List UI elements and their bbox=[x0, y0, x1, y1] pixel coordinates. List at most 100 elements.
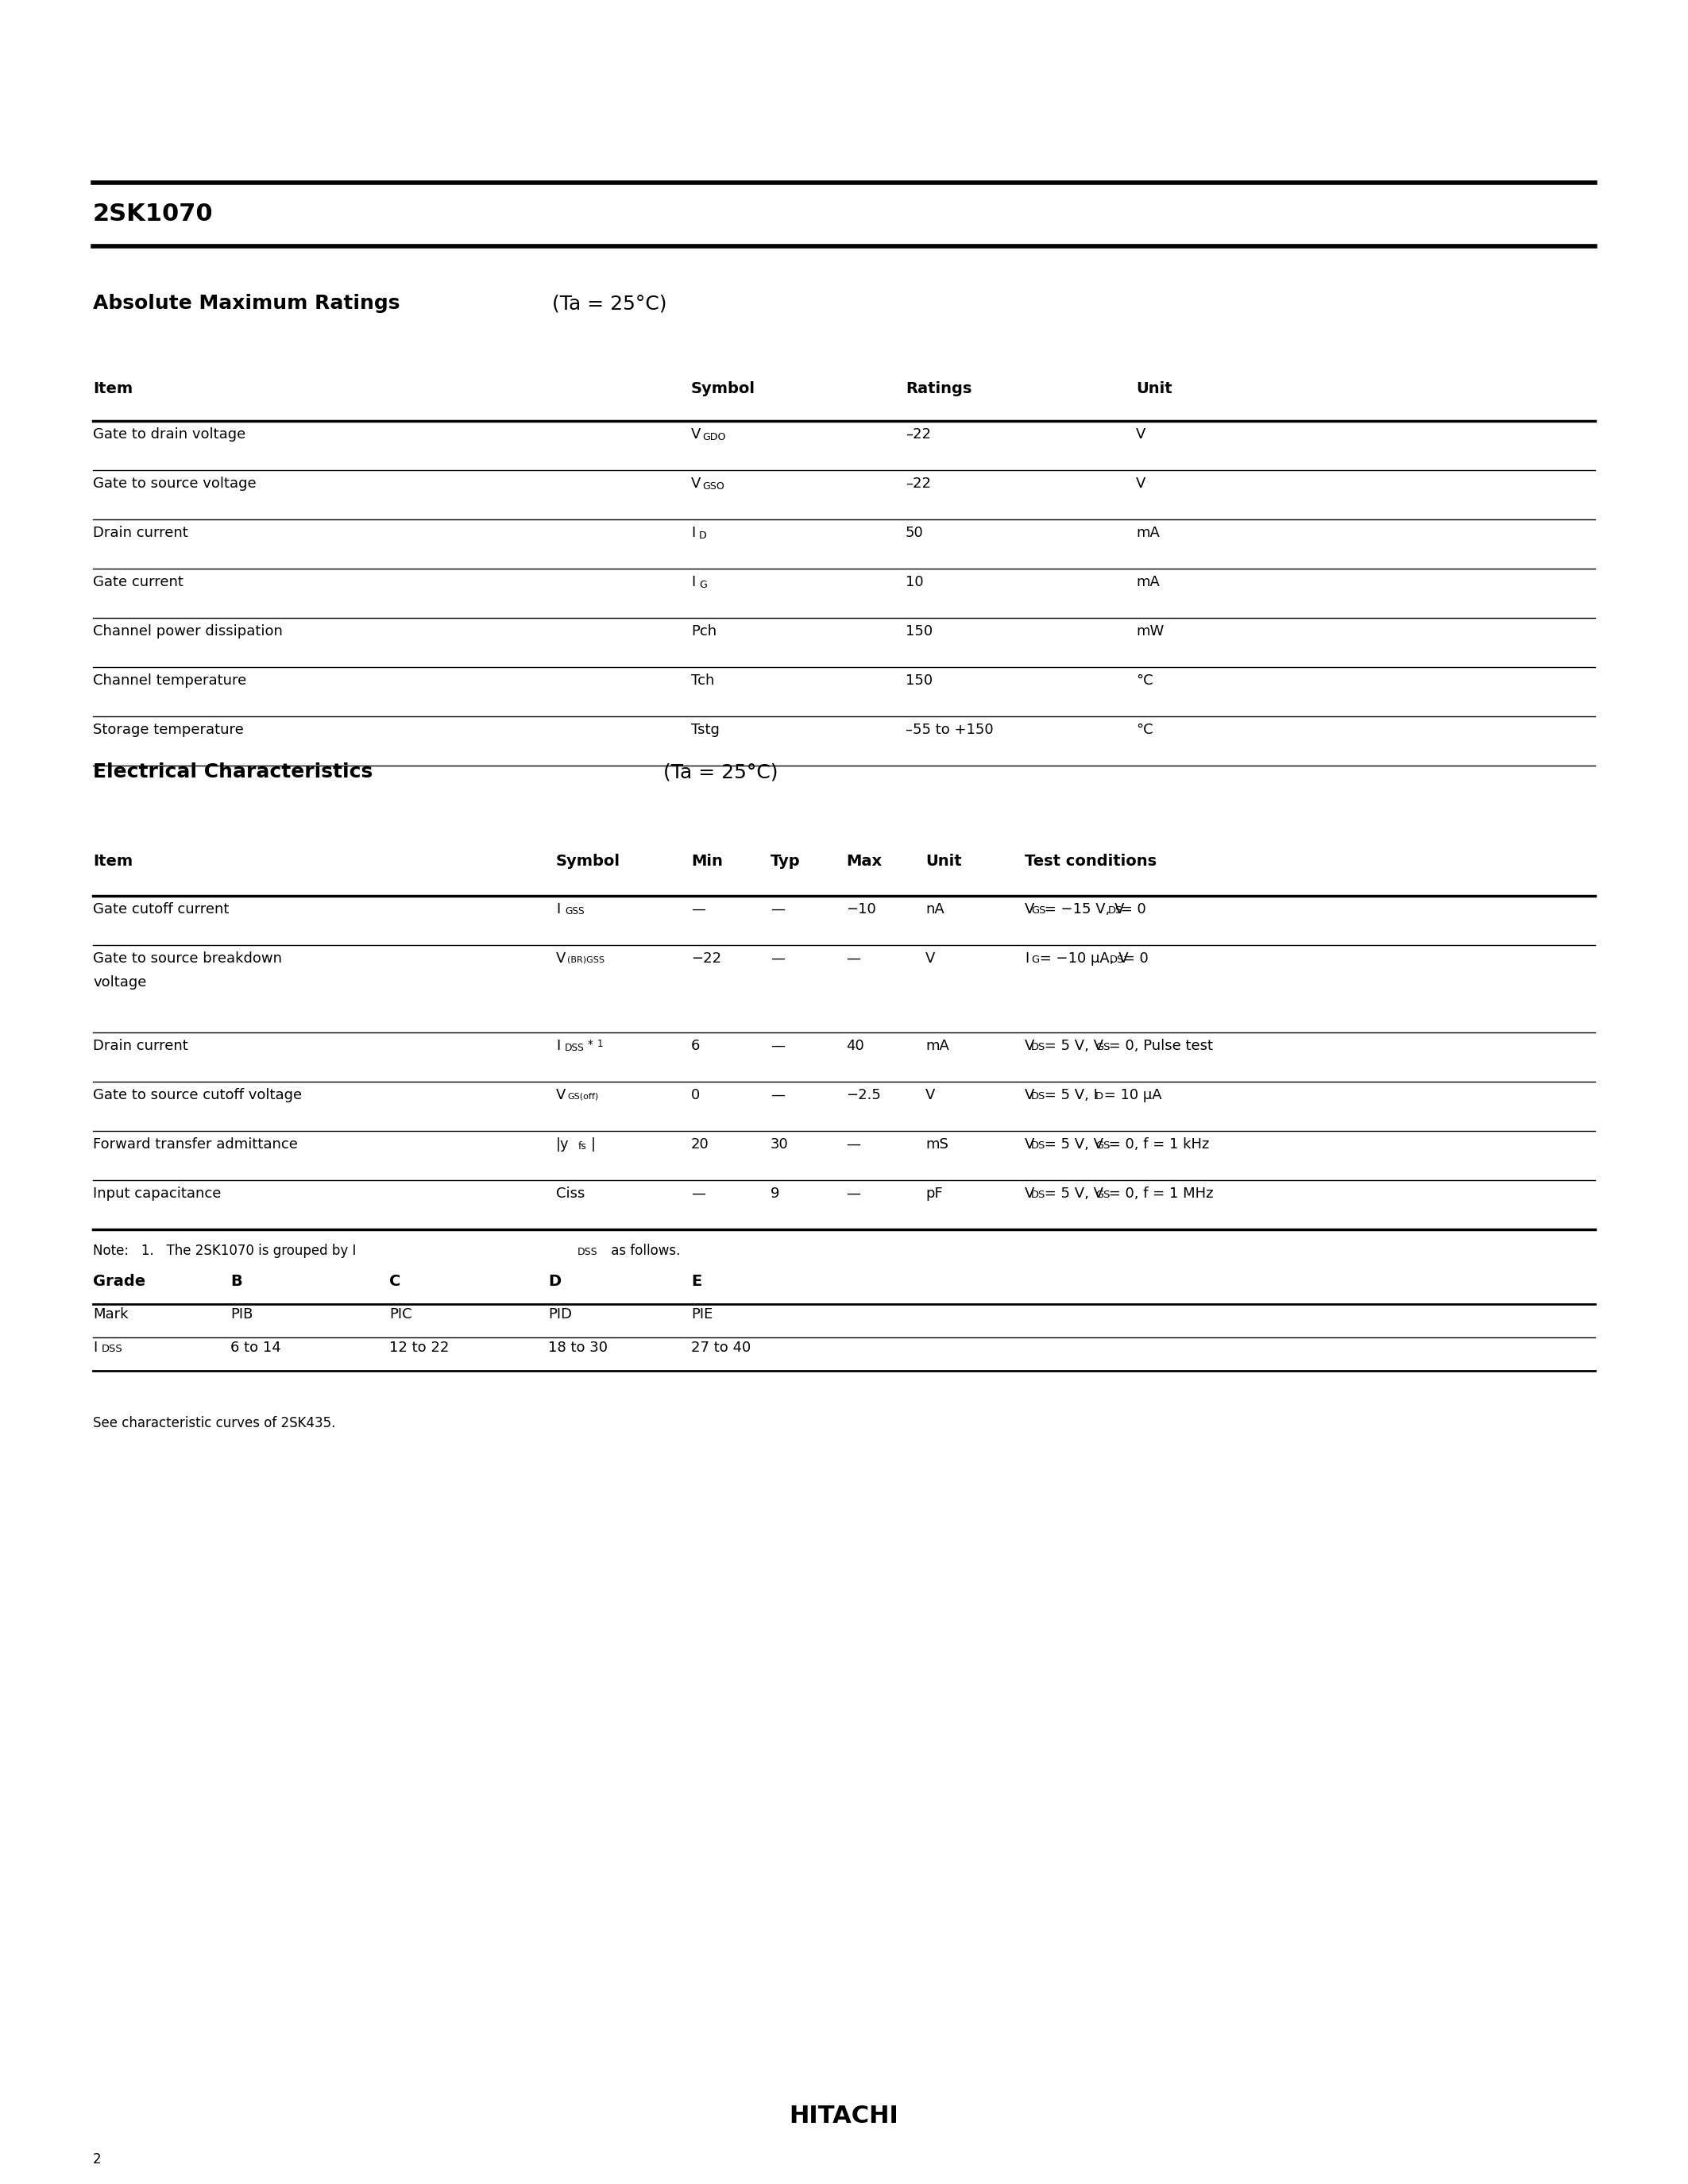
Text: –55 to +150: –55 to +150 bbox=[905, 723, 994, 736]
Text: 6 to 14: 6 to 14 bbox=[230, 1341, 280, 1354]
Text: V: V bbox=[555, 1088, 565, 1103]
Text: I: I bbox=[690, 574, 695, 590]
Text: Drain current: Drain current bbox=[93, 1040, 187, 1053]
Text: —: — bbox=[770, 1088, 785, 1103]
Text: DS: DS bbox=[1107, 906, 1123, 915]
Text: —: — bbox=[846, 1186, 861, 1201]
Text: Drain current: Drain current bbox=[93, 526, 187, 539]
Text: 20: 20 bbox=[690, 1138, 709, 1151]
Text: 6: 6 bbox=[690, 1040, 701, 1053]
Text: 50: 50 bbox=[905, 526, 923, 539]
Text: GS(off): GS(off) bbox=[567, 1092, 598, 1101]
Text: Gate to source breakdown: Gate to source breakdown bbox=[93, 952, 282, 965]
Text: −2.5: −2.5 bbox=[846, 1088, 881, 1103]
Text: V: V bbox=[925, 1088, 935, 1103]
Text: Input capacitance: Input capacitance bbox=[93, 1186, 221, 1201]
Text: = 5 V, V: = 5 V, V bbox=[1040, 1186, 1104, 1201]
Text: mA: mA bbox=[1136, 574, 1160, 590]
Text: = 5 V, I: = 5 V, I bbox=[1040, 1088, 1097, 1103]
Text: GSO: GSO bbox=[702, 480, 724, 491]
Text: GS: GS bbox=[1096, 1140, 1111, 1151]
Text: V: V bbox=[1136, 476, 1146, 491]
Text: pF: pF bbox=[925, 1186, 942, 1201]
Text: mA: mA bbox=[925, 1040, 949, 1053]
Text: —: — bbox=[770, 1040, 785, 1053]
Text: Min: Min bbox=[690, 854, 722, 869]
Text: 30: 30 bbox=[770, 1138, 788, 1151]
Text: = 0, f = 1 MHz: = 0, f = 1 MHz bbox=[1104, 1186, 1214, 1201]
Text: = −15 V, V: = −15 V, V bbox=[1040, 902, 1124, 917]
Text: I: I bbox=[690, 526, 695, 539]
Text: DS: DS bbox=[1031, 1092, 1045, 1101]
Text: 150: 150 bbox=[905, 625, 933, 638]
Text: V: V bbox=[555, 952, 565, 965]
Text: Item: Item bbox=[93, 382, 133, 395]
Text: DS: DS bbox=[1031, 1190, 1045, 1199]
Text: V: V bbox=[1025, 902, 1035, 917]
Text: Gate current: Gate current bbox=[93, 574, 184, 590]
Text: Grade: Grade bbox=[93, 1273, 145, 1289]
Text: Unit: Unit bbox=[1136, 382, 1171, 395]
Text: Gate to source voltage: Gate to source voltage bbox=[93, 476, 257, 491]
Text: nA: nA bbox=[925, 902, 944, 917]
Text: = 5 V, V: = 5 V, V bbox=[1040, 1040, 1104, 1053]
Text: GDO: GDO bbox=[702, 432, 726, 443]
Text: Note:   1.   The 2SK1070 is grouped by I: Note: 1. The 2SK1070 is grouped by I bbox=[93, 1243, 356, 1258]
Text: V: V bbox=[1025, 1186, 1035, 1201]
Text: G: G bbox=[1031, 954, 1038, 965]
Text: |y: |y bbox=[555, 1138, 569, 1151]
Text: (Ta = 25°C): (Ta = 25°C) bbox=[657, 762, 778, 782]
Text: 150: 150 bbox=[905, 673, 933, 688]
Text: 12 to 22: 12 to 22 bbox=[390, 1341, 449, 1354]
Text: V: V bbox=[690, 476, 701, 491]
Text: I: I bbox=[93, 1341, 98, 1354]
Text: −22: −22 bbox=[690, 952, 721, 965]
Text: DS: DS bbox=[1109, 954, 1124, 965]
Text: —: — bbox=[770, 902, 785, 917]
Text: 10: 10 bbox=[905, 574, 923, 590]
Text: = −10 μA, V: = −10 μA, V bbox=[1035, 952, 1129, 965]
Text: (Ta = 25°C): (Ta = 25°C) bbox=[545, 295, 667, 312]
Text: DSS: DSS bbox=[565, 1042, 584, 1053]
Text: mA: mA bbox=[1136, 526, 1160, 539]
Text: V: V bbox=[1136, 428, 1146, 441]
Text: 0: 0 bbox=[690, 1088, 701, 1103]
Text: Symbol: Symbol bbox=[690, 382, 756, 395]
Text: –22: –22 bbox=[905, 428, 932, 441]
Text: D: D bbox=[549, 1273, 560, 1289]
Text: Channel temperature: Channel temperature bbox=[93, 673, 246, 688]
Text: Electrical Characteristics: Electrical Characteristics bbox=[93, 762, 373, 782]
Text: Storage temperature: Storage temperature bbox=[93, 723, 243, 736]
Text: = 0, f = 1 kHz: = 0, f = 1 kHz bbox=[1104, 1138, 1209, 1151]
Text: Gate to source cutoff voltage: Gate to source cutoff voltage bbox=[93, 1088, 302, 1103]
Text: E: E bbox=[690, 1273, 702, 1289]
Text: Ratings: Ratings bbox=[905, 382, 972, 395]
Text: GS: GS bbox=[1096, 1190, 1111, 1199]
Text: = 0: = 0 bbox=[1116, 902, 1146, 917]
Text: C: C bbox=[390, 1273, 400, 1289]
Text: Tch: Tch bbox=[690, 673, 714, 688]
Text: = 10 μA: = 10 μA bbox=[1099, 1088, 1161, 1103]
Text: 2: 2 bbox=[93, 2151, 101, 2167]
Text: (BR)GSS: (BR)GSS bbox=[567, 954, 604, 963]
Text: °C: °C bbox=[1136, 673, 1153, 688]
Text: 18 to 30: 18 to 30 bbox=[549, 1341, 608, 1354]
Text: —: — bbox=[690, 1186, 706, 1201]
Text: Absolute Maximum Ratings: Absolute Maximum Ratings bbox=[93, 295, 400, 312]
Text: = 5 V, V: = 5 V, V bbox=[1040, 1138, 1104, 1151]
Text: mW: mW bbox=[1136, 625, 1165, 638]
Text: PIC: PIC bbox=[390, 1308, 412, 1321]
Text: as follows.: as follows. bbox=[608, 1243, 680, 1258]
Text: 40: 40 bbox=[846, 1040, 864, 1053]
Text: —: — bbox=[690, 902, 706, 917]
Text: Gate to drain voltage: Gate to drain voltage bbox=[93, 428, 246, 441]
Text: GS: GS bbox=[1096, 1042, 1111, 1053]
Text: HITACHI: HITACHI bbox=[790, 2105, 898, 2127]
Text: °C: °C bbox=[1136, 723, 1153, 736]
Text: V: V bbox=[1025, 1088, 1035, 1103]
Text: Ciss: Ciss bbox=[555, 1186, 586, 1201]
Text: Max: Max bbox=[846, 854, 881, 869]
Text: = 0: = 0 bbox=[1117, 952, 1148, 965]
Text: −10: −10 bbox=[846, 902, 876, 917]
Text: —: — bbox=[770, 952, 785, 965]
